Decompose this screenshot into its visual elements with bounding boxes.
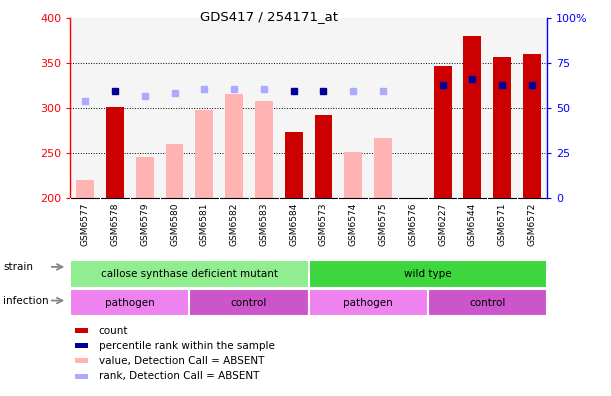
Text: GSM6584: GSM6584 [289, 203, 298, 246]
Bar [463, 36, 481, 198]
Bar [136, 158, 154, 198]
Text: control: control [231, 297, 267, 308]
Text: strain: strain [3, 262, 33, 272]
Text: value, Detection Call = ABSENT: value, Detection Call = ABSENT [99, 356, 264, 366]
Text: GSM6574: GSM6574 [349, 203, 357, 246]
Text: infection: infection [3, 295, 49, 306]
Text: GSM6579: GSM6579 [141, 203, 149, 246]
Text: control: control [469, 297, 505, 308]
Text: GSM6576: GSM6576 [408, 203, 417, 246]
Text: GSM6544: GSM6544 [468, 203, 477, 246]
Text: GSM6573: GSM6573 [319, 203, 328, 246]
Text: pathogen: pathogen [343, 297, 393, 308]
Text: pathogen: pathogen [105, 297, 155, 308]
Text: percentile rank within the sample: percentile rank within the sample [99, 341, 275, 351]
Text: wild type: wild type [404, 269, 452, 279]
Bar [523, 54, 541, 198]
Bar [189, 289, 309, 316]
Bar [106, 107, 124, 198]
Text: GSM6577: GSM6577 [81, 203, 90, 246]
Bar [345, 152, 362, 198]
Text: count: count [99, 326, 128, 336]
Text: GSM6571: GSM6571 [498, 203, 507, 246]
Bar [493, 57, 511, 198]
Bar [225, 94, 243, 198]
Bar [434, 66, 452, 198]
Text: GSM6575: GSM6575 [379, 203, 387, 246]
Text: GSM6581: GSM6581 [200, 203, 209, 246]
Text: rank, Detection Call = ABSENT: rank, Detection Call = ABSENT [99, 371, 259, 381]
Text: GSM6227: GSM6227 [438, 203, 447, 246]
Bar [75, 374, 89, 379]
Bar [315, 115, 332, 198]
Bar [309, 260, 547, 288]
Text: GSM6580: GSM6580 [170, 203, 179, 246]
Bar [428, 289, 547, 316]
Text: GSM6583: GSM6583 [260, 203, 268, 246]
Bar [75, 358, 89, 364]
Bar [196, 110, 213, 198]
Bar [374, 138, 392, 198]
Bar [75, 343, 89, 348]
Text: GSM6582: GSM6582 [230, 203, 238, 246]
Text: GSM6572: GSM6572 [527, 203, 536, 246]
Text: callose synthase deficient mutant: callose synthase deficient mutant [101, 269, 278, 279]
Bar [70, 289, 189, 316]
Bar [75, 328, 89, 333]
Bar [76, 180, 94, 198]
Bar [255, 101, 273, 198]
Text: GDS417 / 254171_at: GDS417 / 254171_at [200, 10, 338, 23]
Bar [309, 289, 428, 316]
Bar [285, 132, 302, 198]
Bar [166, 144, 183, 198]
Bar [70, 260, 309, 288]
Text: GSM6578: GSM6578 [111, 203, 119, 246]
